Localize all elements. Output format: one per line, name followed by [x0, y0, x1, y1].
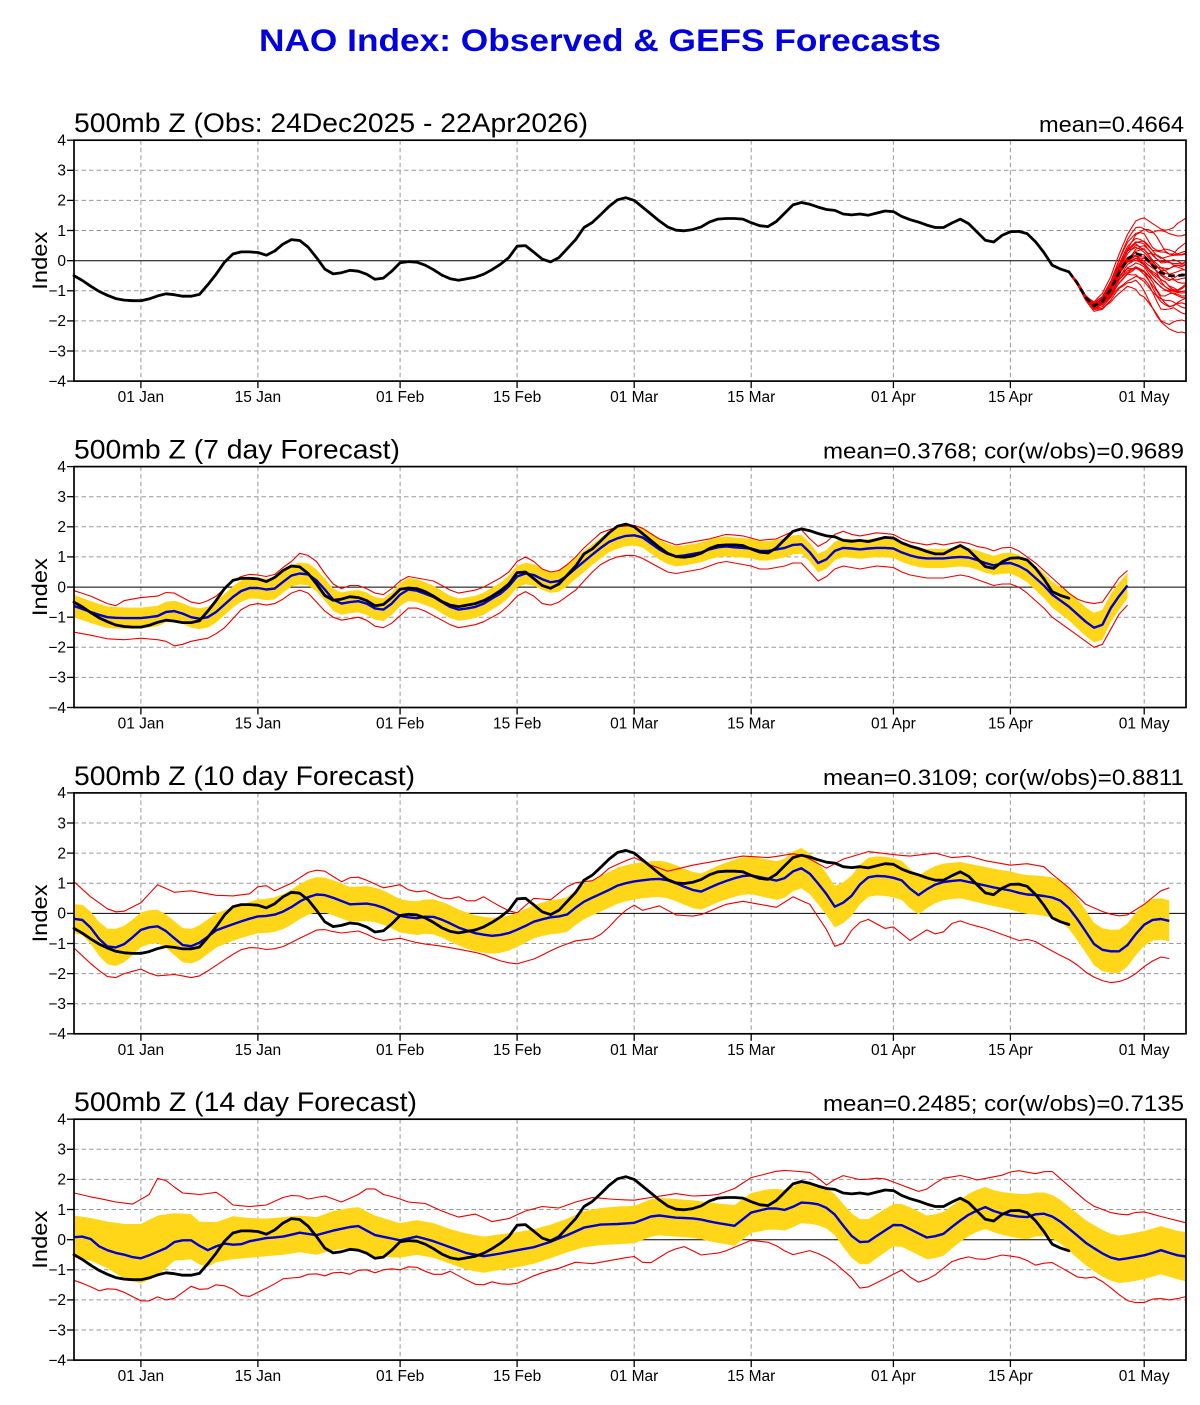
svg-text:01 Mar: 01 Mar	[610, 1042, 658, 1059]
svg-text:3: 3	[57, 163, 66, 180]
svg-text:15 Apr: 15 Apr	[988, 1368, 1033, 1385]
svg-text:01 Apr: 01 Apr	[871, 389, 916, 406]
svg-text:2: 2	[57, 193, 66, 210]
svg-text:1: 1	[57, 876, 66, 893]
svg-text:−1: −1	[48, 936, 66, 953]
svg-text:01 May: 01 May	[1119, 1042, 1170, 1059]
svg-text:01 May: 01 May	[1119, 716, 1170, 733]
svg-text:−3: −3	[48, 1322, 66, 1339]
svg-text:2: 2	[57, 519, 66, 536]
svg-text:15 Mar: 15 Mar	[727, 716, 775, 733]
svg-text:01 Apr: 01 Apr	[871, 716, 916, 733]
svg-text:Index: Index	[29, 558, 52, 617]
svg-text:−2: −2	[48, 313, 66, 330]
svg-text:−1: −1	[48, 610, 66, 627]
svg-text:15 Mar: 15 Mar	[727, 389, 775, 406]
svg-text:1: 1	[57, 1202, 66, 1219]
svg-text:0: 0	[57, 253, 66, 270]
svg-text:−4: −4	[48, 700, 66, 717]
svg-text:01 Jan: 01 Jan	[118, 1368, 165, 1385]
svg-text:4: 4	[57, 1112, 66, 1129]
svg-text:Index: Index	[29, 231, 52, 290]
svg-text:01 Jan: 01 Jan	[118, 716, 165, 733]
svg-text:NAO Index: Observed & GEFS For: NAO Index: Observed & GEFS Forecasts	[259, 22, 941, 58]
svg-text:01 Apr: 01 Apr	[871, 1042, 916, 1059]
svg-text:01 Feb: 01 Feb	[376, 1368, 424, 1385]
svg-text:01 Feb: 01 Feb	[376, 1042, 424, 1059]
svg-text:15 Jan: 15 Jan	[235, 389, 282, 406]
svg-text:1: 1	[57, 549, 66, 566]
svg-text:15 Feb: 15 Feb	[493, 716, 541, 733]
svg-text:500mb Z (7 day Forecast): 500mb Z (7 day Forecast)	[74, 435, 400, 465]
svg-text:3: 3	[57, 815, 66, 832]
svg-text:01 Feb: 01 Feb	[376, 389, 424, 406]
svg-text:−1: −1	[48, 1262, 66, 1279]
svg-text:15 Jan: 15 Jan	[235, 1368, 282, 1385]
svg-text:15 Mar: 15 Mar	[727, 1368, 775, 1385]
svg-text:15 Apr: 15 Apr	[988, 716, 1033, 733]
svg-text:1: 1	[57, 223, 66, 240]
svg-text:4: 4	[57, 785, 66, 802]
svg-text:01 Feb: 01 Feb	[376, 716, 424, 733]
svg-text:mean=0.2485; cor(w/obs)=0.7135: mean=0.2485; cor(w/obs)=0.7135	[823, 1091, 1184, 1116]
svg-text:3: 3	[57, 489, 66, 506]
svg-text:Index: Index	[29, 884, 52, 943]
svg-text:15 Mar: 15 Mar	[727, 1042, 775, 1059]
svg-text:15 Apr: 15 Apr	[988, 389, 1033, 406]
svg-text:15 Feb: 15 Feb	[493, 389, 541, 406]
svg-text:2: 2	[57, 1172, 66, 1189]
svg-text:−3: −3	[48, 670, 66, 687]
svg-text:01 Mar: 01 Mar	[610, 716, 658, 733]
svg-text:−2: −2	[48, 640, 66, 657]
svg-text:0: 0	[57, 1232, 66, 1249]
svg-text:−2: −2	[48, 1292, 66, 1309]
svg-text:0: 0	[57, 579, 66, 596]
svg-text:Index: Index	[29, 1210, 52, 1269]
svg-text:15 Jan: 15 Jan	[235, 716, 282, 733]
svg-text:−3: −3	[48, 343, 66, 360]
svg-text:−3: −3	[48, 996, 66, 1013]
svg-text:−4: −4	[48, 1352, 66, 1369]
svg-text:500mb Z (14 day Forecast): 500mb Z (14 day Forecast)	[74, 1087, 417, 1117]
svg-text:15 Feb: 15 Feb	[493, 1042, 541, 1059]
svg-text:01 Apr: 01 Apr	[871, 1368, 916, 1385]
svg-text:01 May: 01 May	[1119, 389, 1170, 406]
svg-text:500mb Z (Obs: 24Dec2025 - 22Ap: 500mb Z (Obs: 24Dec2025 - 22Apr2026)	[74, 108, 588, 138]
svg-text:mean=0.3768; cor(w/obs)=0.9689: mean=0.3768; cor(w/obs)=0.9689	[823, 439, 1184, 464]
svg-text:15 Jan: 15 Jan	[235, 1042, 282, 1059]
svg-text:4: 4	[57, 459, 66, 476]
svg-text:−4: −4	[48, 373, 66, 390]
svg-text:0: 0	[57, 906, 66, 923]
svg-text:01 Jan: 01 Jan	[118, 1042, 165, 1059]
svg-text:01 Mar: 01 Mar	[610, 1368, 658, 1385]
svg-text:mean=0.4664: mean=0.4664	[1039, 112, 1184, 137]
svg-text:4: 4	[57, 133, 66, 150]
svg-text:−1: −1	[48, 283, 66, 300]
svg-text:15 Apr: 15 Apr	[988, 1042, 1033, 1059]
svg-text:−2: −2	[48, 966, 66, 983]
svg-text:01 Mar: 01 Mar	[610, 389, 658, 406]
svg-text:01 May: 01 May	[1119, 1368, 1170, 1385]
svg-text:mean=0.3109; cor(w/obs)=0.8811: mean=0.3109; cor(w/obs)=0.8811	[823, 765, 1184, 790]
svg-text:500mb Z (10 day Forecast): 500mb Z (10 day Forecast)	[74, 761, 415, 791]
svg-text:15 Feb: 15 Feb	[493, 1368, 541, 1385]
svg-text:−4: −4	[48, 1026, 66, 1043]
svg-text:01 Jan: 01 Jan	[118, 389, 165, 406]
svg-text:2: 2	[57, 845, 66, 862]
svg-text:3: 3	[57, 1142, 66, 1159]
